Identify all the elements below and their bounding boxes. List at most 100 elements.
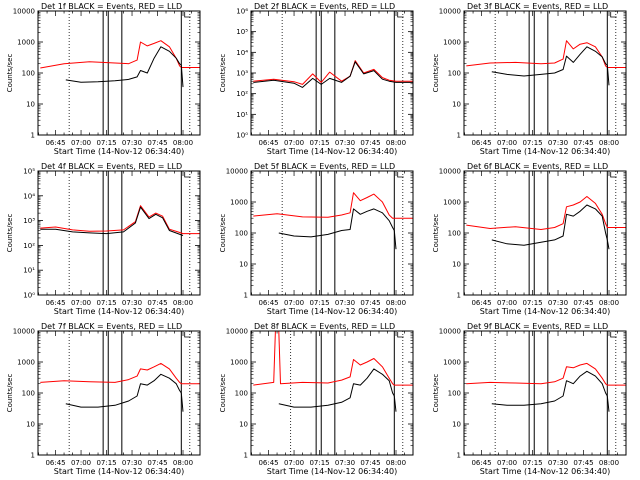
y-tick-label: 10000 (439, 328, 461, 336)
panel-det-9: Det 9f BLACK = Events, RED = LLD Counts/s… (432, 322, 627, 476)
plot-frame (463, 10, 627, 136)
y-tick-label: 10³ (23, 217, 35, 225)
panel-data (40, 171, 200, 295)
plot-frame (37, 10, 201, 136)
y-axis-label: Counts/sec (432, 374, 440, 413)
panel-data (466, 11, 626, 135)
x-tick-label: 07:30 (548, 299, 568, 307)
x-tick-label: 07:45 (360, 139, 380, 147)
panel-data (40, 11, 200, 135)
y-tick-label: 1 (244, 452, 248, 460)
y-tick-label: 10³ (236, 70, 248, 78)
corner-marker (610, 12, 617, 18)
x-tick-label: 07:30 (122, 459, 142, 467)
panel-data (253, 11, 413, 135)
x-tick-label: 07:45 (147, 459, 167, 467)
x-tick-label: 08:00 (386, 139, 406, 147)
plot-frame (37, 330, 201, 456)
plot-frame (463, 170, 627, 296)
x-tick-label: 07:15 (309, 459, 329, 467)
y-tick-label: 10000 (439, 168, 461, 176)
x-tick-label: 07:30 (335, 459, 355, 467)
y-tick-label: 1000 (17, 39, 35, 47)
x-tick-label: 07:00 (497, 459, 517, 467)
x-tick-label: 07:15 (96, 459, 116, 467)
y-tick-label: 1000 (443, 199, 461, 207)
x-tick-label: 06:45 (45, 139, 65, 147)
x-tick-label: 07:45 (573, 299, 593, 307)
panel-data (466, 171, 626, 295)
panel-data (40, 331, 200, 455)
x-tick-label: 07:15 (309, 299, 329, 307)
y-tick-label: 10000 (13, 328, 35, 336)
x-tick-label: 07:45 (360, 299, 380, 307)
series-lld-line (40, 40, 200, 69)
series-events-line (65, 46, 184, 88)
y-tick-label: 10 (26, 101, 35, 109)
corner-marker (610, 332, 617, 338)
plot-frame (37, 170, 201, 296)
x-tick-label: 07:00 (497, 139, 517, 147)
plot-frame (250, 10, 414, 136)
x-tick-label: 07:45 (360, 459, 380, 467)
x-tick-label: 07:15 (309, 139, 329, 147)
y-tick-label: 10⁰ (236, 132, 248, 140)
x-tick-label: 07:00 (71, 299, 91, 307)
y-tick-label: 10⁵ (236, 28, 248, 36)
panel-data (466, 331, 626, 455)
x-tick-label: 07:30 (548, 459, 568, 467)
series-lld-line (466, 362, 626, 386)
x-tick-label: 07:45 (573, 459, 593, 467)
x-tick-label: 08:00 (173, 459, 193, 467)
panel-det-5: Det 5f BLACK = Events, RED = LLD Counts/s… (219, 162, 414, 316)
x-tick-label: 07:45 (147, 139, 167, 147)
series-lld-line (253, 192, 413, 219)
y-tick-label: 10 (26, 421, 35, 429)
corner-marker (184, 12, 191, 18)
y-tick-label: 100 (235, 230, 248, 238)
y-tick-label: 10² (236, 90, 248, 98)
y-tick-label: 10 (239, 261, 248, 269)
x-tick-label: 07:15 (522, 459, 542, 467)
x-tick-label: 06:45 (471, 459, 491, 467)
panel-det-7: Det 7f BLACK = Events, RED = LLD Counts/s… (6, 322, 201, 476)
panel-title: Det 8f BLACK = Events, RED = LLD (254, 322, 395, 331)
y-tick-label: 1000 (443, 39, 461, 47)
panel-data (253, 171, 413, 295)
x-tick-label: 06:45 (45, 299, 65, 307)
y-tick-label: 100 (448, 230, 461, 238)
panel-title: Det 1f BLACK = Events, RED = LLD (41, 2, 182, 11)
x-tick-label: 07:00 (284, 299, 304, 307)
series-events-line (491, 370, 610, 412)
x-tick-label: 06:45 (45, 459, 65, 467)
y-tick-label: 10⁴ (236, 49, 248, 57)
x-tick-label: 08:00 (599, 139, 619, 147)
corner-marker (184, 172, 191, 178)
corner-marker (184, 332, 191, 338)
y-axis-label: Counts/sec (219, 374, 227, 413)
x-axis-label: Start Time (14-Nov-12 06:34:40) (54, 307, 184, 316)
y-tick-label: 1000 (17, 359, 35, 367)
x-tick-label: 07:15 (522, 299, 542, 307)
y-axis-label: Counts/sec (219, 214, 227, 253)
y-tick-label: 1 (244, 292, 248, 300)
x-tick-label: 08:00 (173, 299, 193, 307)
y-tick-label: 10000 (226, 168, 248, 176)
y-axis-label: Counts/sec (6, 214, 14, 253)
plot-frame (250, 330, 414, 456)
y-tick-label: 10000 (226, 328, 248, 336)
y-tick-label: 10² (23, 242, 35, 250)
panel-title: Det 3f BLACK = Events, RED = LLD (467, 2, 608, 11)
x-tick-label: 07:15 (522, 139, 542, 147)
panel-det-3: Det 3f BLACK = Events, RED = LLD Counts/s… (432, 2, 627, 156)
x-tick-label: 08:00 (599, 459, 619, 467)
x-tick-label: 07:45 (147, 299, 167, 307)
y-tick-label: 10⁴ (23, 192, 35, 200)
y-tick-label: 10 (452, 101, 461, 109)
series-events-line (40, 206, 184, 236)
x-tick-label: 07:00 (497, 299, 517, 307)
y-tick-label: 10000 (439, 8, 461, 16)
y-tick-label: 1000 (230, 199, 248, 207)
panel-det-4: Det 4f BLACK = Events, RED = LLD Counts/s… (6, 162, 201, 316)
series-lld-line (466, 196, 626, 230)
